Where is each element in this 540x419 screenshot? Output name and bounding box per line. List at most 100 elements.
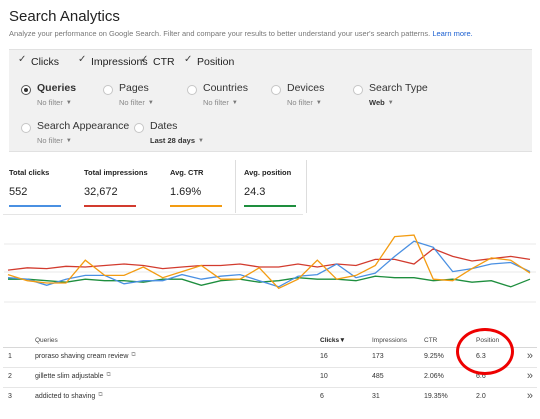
chevron-down-icon: ▼ bbox=[198, 138, 204, 144]
row-number: 1 bbox=[8, 353, 12, 360]
stat-label: Total clicks bbox=[9, 168, 50, 177]
col-clicks-label: Clicks bbox=[320, 337, 340, 344]
chevron-down-icon: ▼ bbox=[315, 100, 322, 106]
row-clicks: 16 bbox=[320, 353, 328, 360]
devices-filter-value: No filter bbox=[287, 98, 313, 107]
col-clicks[interactable]: Clicks▼ bbox=[320, 337, 346, 344]
clicks-checkbox[interactable]: Clicks bbox=[18, 54, 59, 68]
impressions-checkbox[interactable]: Impressions bbox=[78, 54, 148, 68]
stat-avg-ctr[interactable]: Avg. CTR 1.69% bbox=[163, 160, 241, 213]
expand-row-icon[interactable]: » bbox=[526, 350, 533, 362]
checkmark-icon bbox=[18, 54, 28, 66]
subtitle-text: Analyze your performance on Google Searc… bbox=[9, 29, 431, 38]
dates-label: Dates bbox=[150, 120, 178, 132]
table-row[interactable]: 3 addicted to shaving ⧉ 6 31 19.35% 2.0 » bbox=[3, 388, 537, 408]
search-type-label: Search Type bbox=[369, 82, 428, 94]
devices-radio[interactable] bbox=[271, 85, 281, 95]
ctr-checkbox[interactable]: CTR bbox=[140, 54, 175, 68]
impressions-color-bar bbox=[84, 205, 136, 207]
queries-filter-value: No filter bbox=[37, 98, 63, 107]
series-line-impressions bbox=[7, 248, 531, 271]
clicks-color-bar bbox=[9, 205, 61, 207]
row-query[interactable]: proraso shaving cream review ⧉ bbox=[35, 352, 136, 361]
chevron-down-icon: ▼ bbox=[65, 100, 72, 106]
external-link-icon[interactable]: ⧉ bbox=[98, 392, 103, 398]
chevron-down-icon: ▼ bbox=[147, 100, 154, 106]
stat-value: 32,672 bbox=[84, 186, 118, 198]
search-appearance-radio[interactable] bbox=[21, 123, 31, 133]
ctr-checkbox-label: CTR bbox=[153, 56, 175, 68]
stat-label: Total impressions bbox=[84, 168, 148, 177]
highlight-circle-annotation bbox=[456, 328, 514, 375]
series-line-clicks bbox=[7, 240, 531, 288]
checkmark-icon bbox=[184, 54, 194, 66]
col-ctr[interactable]: CTR bbox=[424, 337, 438, 344]
chevron-down-icon: ▼ bbox=[231, 100, 238, 106]
chevron-down-icon: ▼ bbox=[65, 138, 72, 144]
table-row[interactable]: 2 gillette slim adjustable ⧉ 10 485 2.06%… bbox=[3, 368, 537, 388]
row-clicks: 10 bbox=[320, 373, 328, 380]
countries-filter-value: No filter bbox=[203, 98, 229, 107]
row-query-text: addicted to shaving bbox=[35, 393, 96, 400]
sort-down-icon: ▼ bbox=[339, 337, 346, 344]
stat-value: 552 bbox=[9, 186, 28, 198]
row-ctr: 9.25% bbox=[424, 353, 444, 360]
search-type-value: Web bbox=[369, 98, 385, 107]
checkmark-icon bbox=[140, 54, 150, 66]
external-link-icon[interactable]: ⧉ bbox=[106, 372, 111, 378]
checkmark-icon bbox=[78, 54, 88, 66]
row-clicks: 6 bbox=[320, 393, 324, 400]
pages-radio[interactable] bbox=[103, 85, 113, 95]
pages-filter-dropdown[interactable]: No filter ▼ bbox=[119, 98, 154, 107]
dates-dropdown[interactable]: Last 28 days ▼ bbox=[150, 136, 204, 145]
stats-summary: Total clicks 552 Total impressions 32,67… bbox=[0, 160, 540, 218]
row-position: 2.0 bbox=[476, 393, 486, 400]
filter-panel: Queries No filter ▼ Pages No filter ▼ Coun… bbox=[9, 73, 532, 152]
dates-radio[interactable] bbox=[134, 123, 144, 133]
dates-value: Last 28 days bbox=[150, 136, 196, 145]
countries-filter-dropdown[interactable]: No filter ▼ bbox=[203, 98, 238, 107]
row-impressions: 173 bbox=[372, 353, 384, 360]
row-query[interactable]: gillette slim adjustable ⧉ bbox=[35, 372, 111, 381]
row-ctr: 2.06% bbox=[424, 373, 444, 380]
col-queries[interactable]: Queries bbox=[35, 337, 58, 344]
external-link-icon[interactable]: ⧉ bbox=[131, 352, 136, 358]
stat-value: 1.69% bbox=[170, 186, 202, 198]
stat-label: Avg. CTR bbox=[170, 168, 204, 177]
devices-filter-dropdown[interactable]: No filter ▼ bbox=[287, 98, 322, 107]
queries-filter-dropdown[interactable]: No filter ▼ bbox=[37, 98, 72, 107]
row-impressions: 31 bbox=[372, 393, 380, 400]
row-position: 6.6 bbox=[476, 373, 486, 380]
ctr-color-bar bbox=[170, 205, 222, 207]
expand-row-icon[interactable]: » bbox=[526, 390, 533, 402]
impressions-checkbox-label: Impressions bbox=[91, 56, 148, 68]
row-number: 2 bbox=[8, 373, 12, 380]
learn-more-link[interactable]: Learn more. bbox=[432, 29, 473, 38]
stat-avg-position[interactable]: Avg. position 24.3 bbox=[235, 160, 307, 213]
trend-chart[interactable] bbox=[4, 222, 536, 312]
pages-filter-value: No filter bbox=[119, 98, 145, 107]
search-type-radio[interactable] bbox=[353, 85, 363, 95]
stat-total-clicks[interactable]: Total clicks 552 bbox=[9, 160, 87, 213]
countries-radio[interactable] bbox=[187, 85, 197, 95]
search-appearance-filter-dropdown[interactable]: No filter ▼ bbox=[37, 136, 72, 145]
position-color-bar bbox=[244, 205, 296, 207]
page-subtitle: Analyze your performance on Google Searc… bbox=[9, 29, 473, 38]
queries-radio[interactable] bbox=[21, 85, 31, 95]
position-checkbox[interactable]: Position bbox=[184, 54, 235, 68]
page-title: Search Analytics bbox=[9, 8, 120, 25]
search-type-dropdown[interactable]: Web ▼ bbox=[369, 98, 394, 107]
stat-value: 24.3 bbox=[244, 186, 266, 198]
search-appearance-filter-value: No filter bbox=[37, 136, 63, 145]
stat-total-impressions[interactable]: Total impressions 32,672 bbox=[84, 160, 162, 213]
countries-label: Countries bbox=[203, 82, 248, 94]
row-query-text: gillette slim adjustable bbox=[35, 373, 104, 380]
row-number: 3 bbox=[8, 393, 12, 400]
col-impressions[interactable]: Impressions bbox=[372, 337, 408, 344]
pages-label: Pages bbox=[119, 82, 149, 94]
position-checkbox-label: Position bbox=[197, 56, 235, 68]
row-ctr: 19.35% bbox=[424, 393, 448, 400]
row-query[interactable]: addicted to shaving ⧉ bbox=[35, 392, 103, 401]
expand-row-icon[interactable]: » bbox=[526, 370, 533, 382]
devices-label: Devices bbox=[287, 82, 325, 94]
